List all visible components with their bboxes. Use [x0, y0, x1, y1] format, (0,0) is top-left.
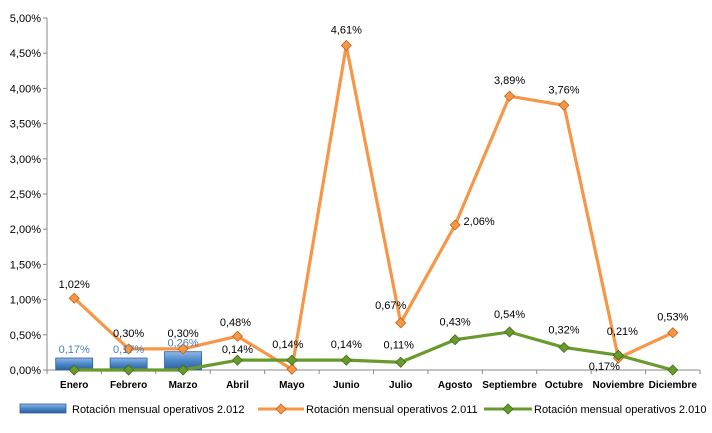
diamond-marker — [395, 356, 407, 368]
y-tick-label: 3,50% — [10, 119, 41, 131]
diamond-marker — [68, 292, 80, 304]
diamond-marker — [340, 354, 352, 366]
diamond-marker — [231, 354, 244, 366]
data-label-2011: 4,61% — [331, 24, 362, 36]
data-label-2010: 0,21% — [607, 326, 638, 338]
x-tick-label: Mayo — [279, 380, 305, 391]
data-label-2011: 2,06% — [464, 216, 495, 228]
data-label-2012: 0,17% — [113, 344, 144, 356]
diamond-marker — [340, 39, 352, 52]
line-2010 — [74, 330, 674, 372]
y-tick-label: 0,50% — [10, 330, 41, 342]
legend: Rotación mensual operativos 2.012 Rotació… — [19, 403, 706, 416]
x-tick-label: Julio — [389, 380, 412, 391]
diamond-marker — [558, 99, 570, 111]
diamond-marker — [123, 343, 135, 355]
legend-marker-2010 — [502, 403, 514, 415]
axes: 0,00% 0,50% 1,00% 1,50% 2,00% 2,50% 3,00% 3,50%… — [10, 13, 701, 391]
diamond-marker — [177, 364, 189, 376]
y-tick-label: 3,00% — [10, 154, 41, 166]
data-label-2010: 0,14% — [222, 344, 253, 356]
line-2011 — [73, 43, 674, 371]
diamond-marker — [612, 349, 624, 361]
legend-label-2010: Rotación mensual operativos 2.010 — [534, 404, 706, 416]
data-label-2012: 0,26% — [167, 338, 198, 350]
data-label-2011: 0,48% — [220, 317, 251, 329]
data-label-2010: 0,11% — [384, 339, 415, 351]
x-tick-label: Enero — [60, 380, 88, 391]
legend-swatch-2012 — [19, 403, 67, 414]
data-label-2010: 0,54% — [494, 309, 525, 321]
data-label-2011: 0,30% — [167, 328, 198, 340]
diamond-marker — [503, 326, 516, 338]
data-label-2011: 3,76% — [548, 84, 579, 96]
diamond-marker — [286, 354, 298, 366]
x-tick-label: Septiembre — [482, 380, 537, 391]
x-tick-label: Agosto — [438, 380, 472, 391]
diamond-marker — [395, 317, 407, 329]
data-label-2010: 0,14% — [331, 339, 362, 351]
diamond-marker — [449, 334, 461, 346]
legend-label-2012: Rotación mensual operativos 2.012 — [72, 404, 244, 416]
data-label-2011: 0,30% — [113, 328, 144, 340]
data-label-2011: 3,89% — [494, 75, 525, 87]
legend-marker-2011 — [275, 403, 287, 415]
data-label-2011: 0,53% — [657, 312, 688, 324]
diamond-marker — [286, 363, 298, 375]
y-tick-label: 2,50% — [10, 189, 41, 201]
y-tick-label: 2,00% — [10, 224, 41, 236]
diamond-marker — [503, 90, 516, 102]
data-label-2010: 0,14% — [272, 339, 303, 351]
x-tick-label: Abril — [226, 380, 249, 391]
line-series — [68, 39, 679, 376]
data-labels: 0,17% 0,17% 0,26% 1,02% 0,30% 0,30% 0,48% 4,61%… — [59, 24, 689, 373]
x-tick-label: Octubre — [545, 380, 584, 391]
y-tick-label: 1,00% — [10, 295, 41, 307]
diamond-marker — [123, 364, 135, 376]
data-label-2012: 0,17% — [59, 344, 90, 356]
diamond-marker — [231, 330, 244, 342]
x-tick-label: Marzo — [169, 380, 198, 391]
y-tick-label: 5,00% — [10, 13, 41, 25]
data-label-2010: 0,32% — [548, 324, 579, 336]
data-label-2010: 0,43% — [440, 317, 471, 329]
y-tick-label: 1,50% — [10, 259, 41, 271]
diamond-marker — [667, 327, 679, 339]
diamond-marker — [68, 364, 80, 376]
x-tick-label: Noviembre — [593, 380, 645, 391]
diamond-marker — [449, 219, 461, 231]
x-tick-label: Junio — [333, 380, 360, 391]
data-label-2011: 0,67% — [375, 300, 406, 312]
legend-label-2011: Rotación mensual operativos 2.011 — [306, 404, 478, 416]
data-label-2011: 0,17% — [589, 361, 620, 373]
bar-series-2012 — [55, 351, 202, 371]
y-tick-label: 0,00% — [10, 365, 41, 377]
x-tick-label: Diciembre — [649, 380, 698, 391]
x-tick-label: Febrero — [110, 380, 147, 391]
diamond-marker — [667, 364, 679, 376]
data-label-2011: 1,02% — [59, 279, 90, 291]
diamond-marker — [558, 341, 570, 354]
diamond-marker — [177, 343, 189, 355]
y-tick-label: 4,00% — [10, 83, 41, 95]
y-tick-label: 4,50% — [10, 48, 41, 60]
